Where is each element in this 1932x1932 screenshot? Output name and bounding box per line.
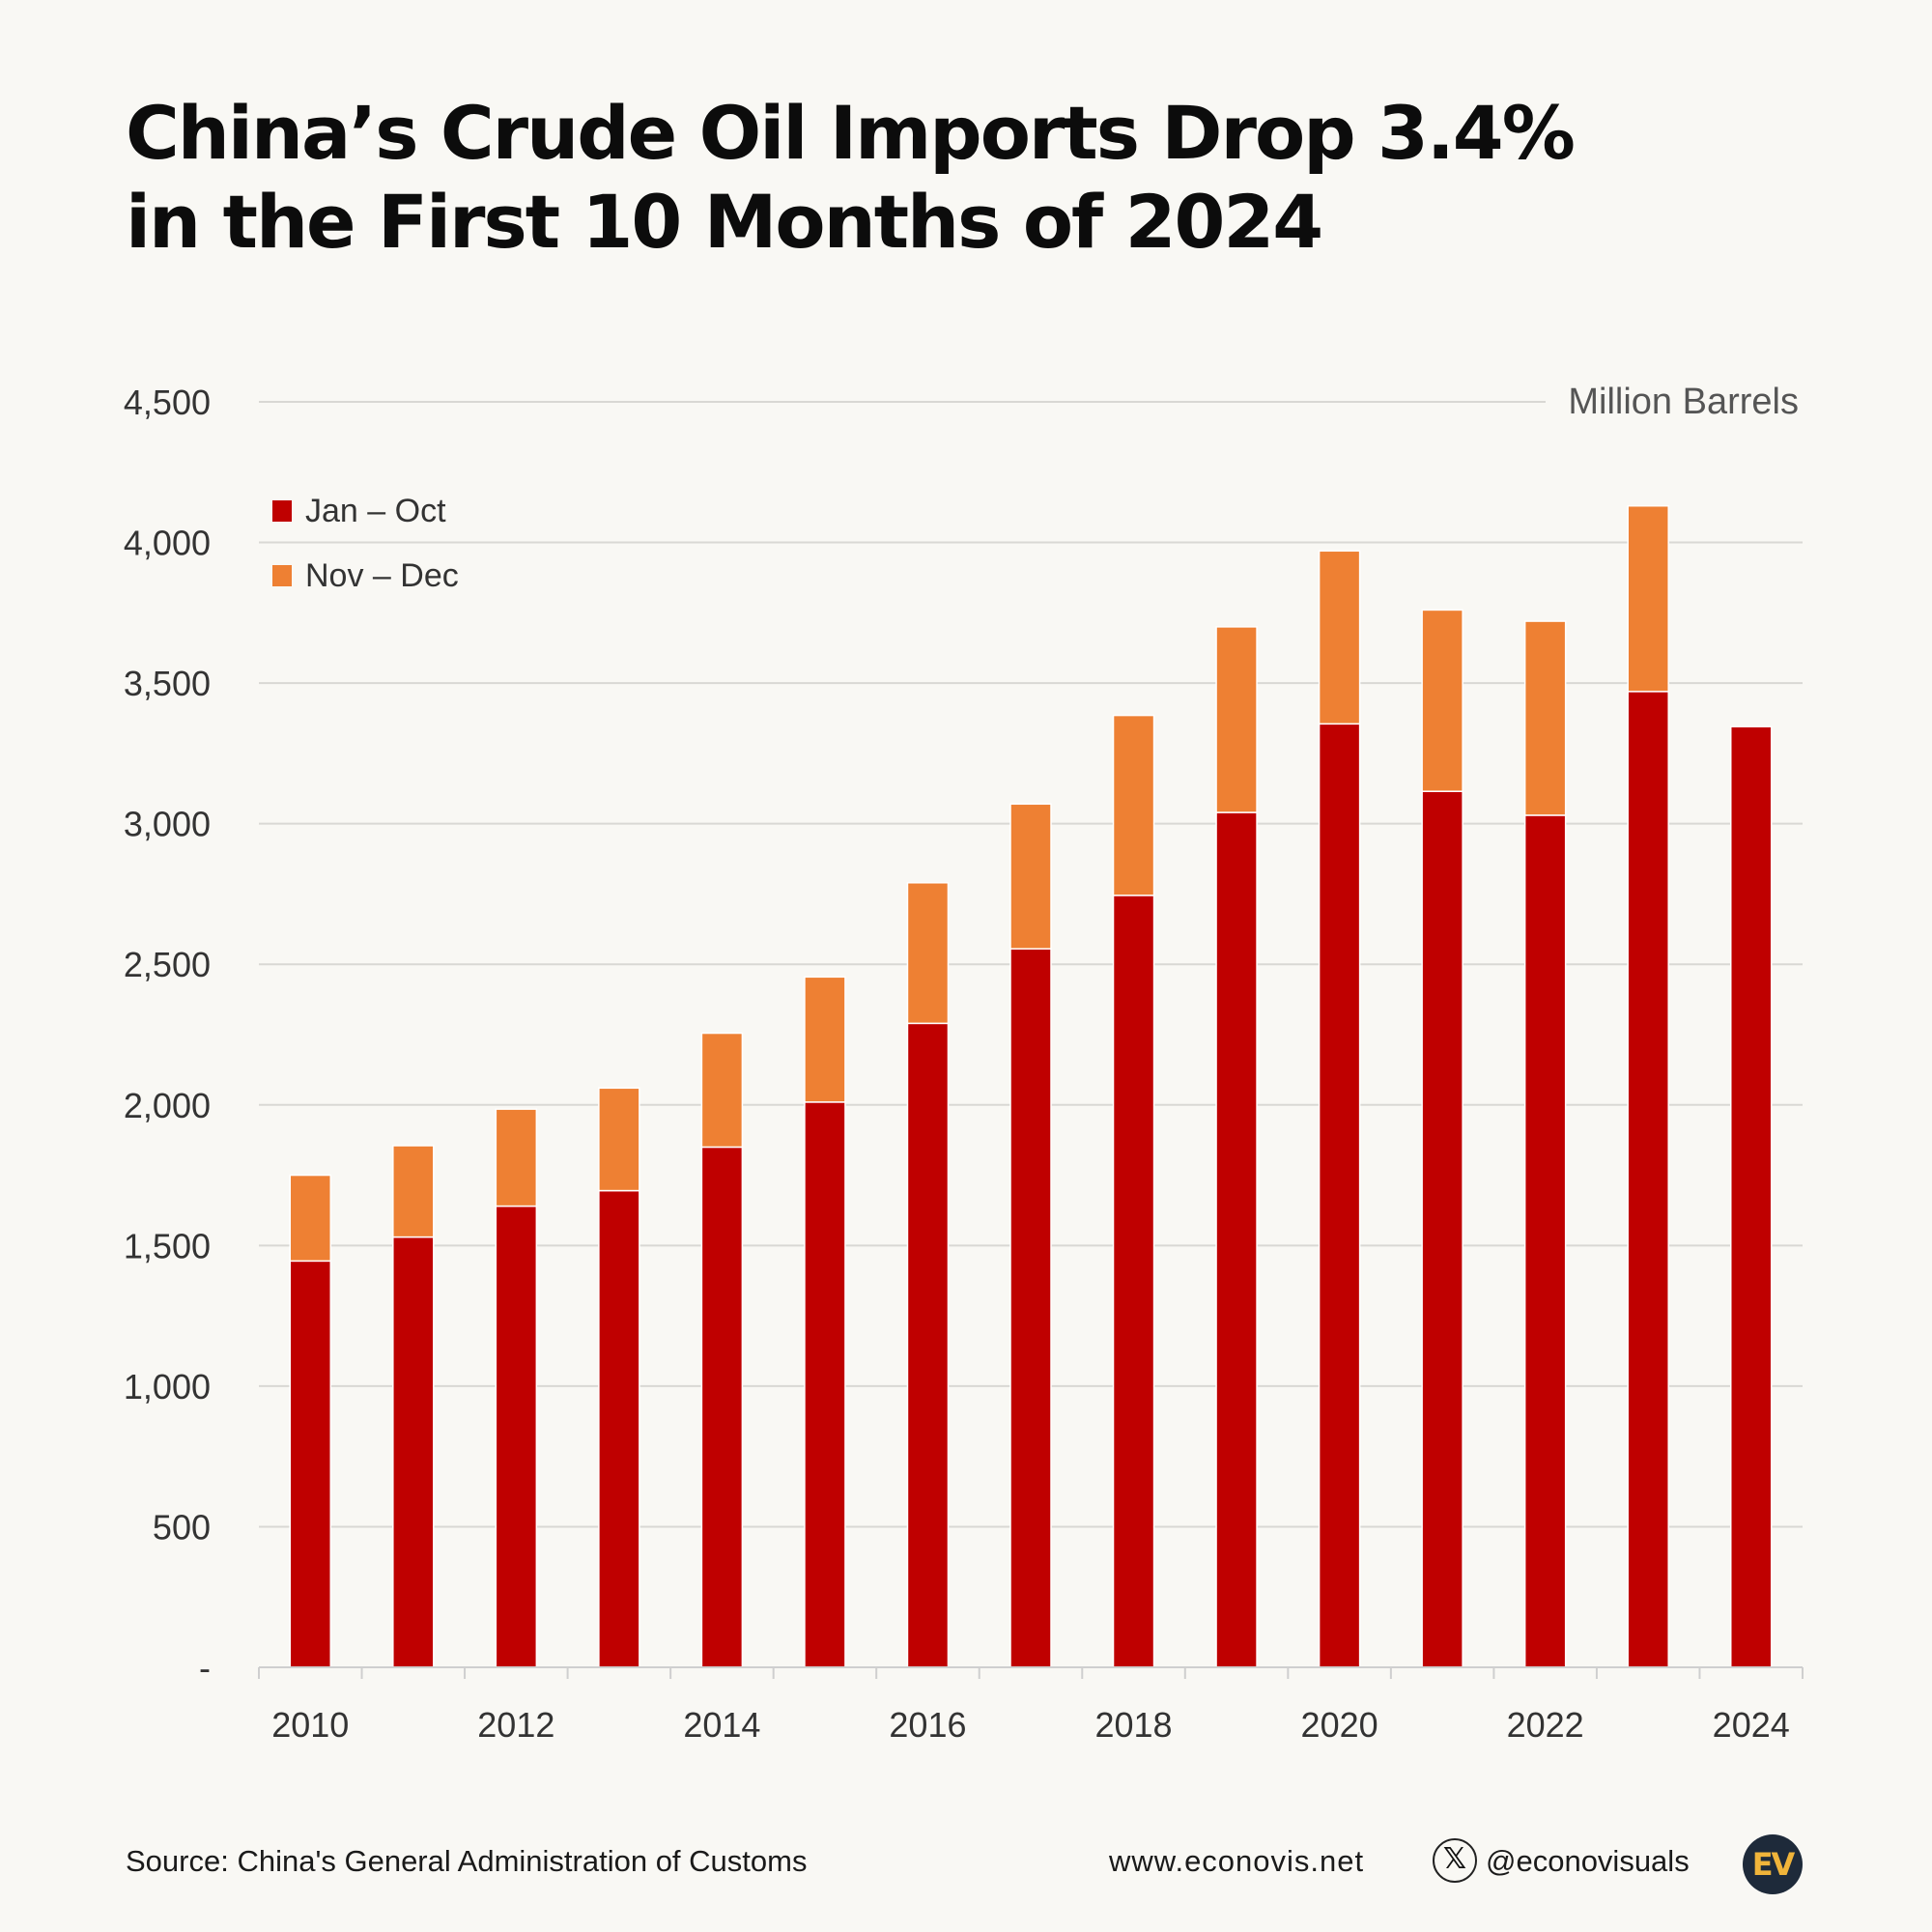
bar-jan-oct-2021: [1421, 790, 1463, 1668]
x-logo-icon: 𝕏: [1433, 1838, 1477, 1883]
bar-nov-dec-2014: [700, 1032, 744, 1149]
unit-label: Million Barrels: [1568, 382, 1799, 422]
bar-jan-oct-2015: [804, 1101, 846, 1668]
legend-label-jan-oct: Jan – Oct: [305, 493, 446, 529]
bar-jan-oct-2018: [1112, 895, 1155, 1668]
x-tick-label: 2016: [889, 1705, 966, 1745]
bars: [289, 504, 1773, 1668]
x-tick-label: 2022: [1507, 1705, 1584, 1745]
y-tick-label: 2,000: [124, 1086, 211, 1125]
legend-swatch-jan-oct: [272, 500, 292, 522]
bar-nov-dec-2017: [1009, 803, 1052, 950]
bar-nov-dec-2012: [495, 1108, 538, 1208]
chart-title-line-2: in the First 10 Months of 2024: [126, 179, 1323, 265]
bar-jan-oct-2024: [1729, 725, 1773, 1668]
bar-jan-oct-2011: [392, 1236, 435, 1668]
x-axis: 2010 2012 2014 2016 2018 2020 2022 2024: [258, 1666, 1804, 1745]
bar-jan-oct-2017: [1009, 948, 1052, 1668]
x-tick-label: 2024: [1713, 1705, 1790, 1745]
bar-nov-dec-2013: [598, 1087, 640, 1192]
y-tick-label: 3,000: [124, 805, 211, 844]
y-tick-label: 1,000: [124, 1367, 211, 1406]
bar-nov-dec-2023: [1627, 504, 1669, 693]
y-tick-label: 1,500: [124, 1226, 211, 1265]
bar-jan-oct-2014: [700, 1146, 744, 1668]
bar-jan-oct-2013: [598, 1189, 640, 1668]
bar-nov-dec-2021: [1421, 609, 1463, 792]
bar-jan-oct-2023: [1627, 691, 1669, 1668]
x-tick-label: 2014: [683, 1705, 760, 1745]
bar-nov-dec-2022: [1523, 620, 1567, 816]
bar-nov-dec-2016: [906, 882, 950, 1025]
chart-title-line-1: China’s Crude Oil Imports Drop 3.4%: [126, 90, 1576, 176]
x-tick-label: 2010: [271, 1705, 349, 1745]
x-tick-label: 2020: [1301, 1705, 1378, 1745]
legend-label-nov-dec: Nov – Dec: [305, 557, 459, 594]
bar-nov-dec-2010: [289, 1174, 332, 1263]
bar-nov-dec-2015: [804, 976, 846, 1103]
bar-jan-oct-2019: [1215, 811, 1258, 1668]
bar-jan-oct-2020: [1318, 723, 1361, 1668]
y-tick-label: 3,500: [124, 664, 211, 703]
website-link[interactable]: www.econovis.net: [1109, 1844, 1365, 1878]
bar-nov-dec-2020: [1318, 550, 1361, 725]
legend: Jan – Oct Nov – Dec: [272, 493, 459, 594]
legend-swatch-nov-dec: [272, 565, 292, 586]
y-tick-label: 4,500: [124, 383, 211, 422]
econovis-logo: EV: [1743, 1834, 1803, 1894]
bar-jan-oct-2016: [906, 1022, 950, 1668]
source-note: Source: China's General Administration o…: [126, 1844, 808, 1878]
bar-nov-dec-2018: [1112, 714, 1155, 896]
y-tick-label: -: [199, 1648, 211, 1688]
chart-title: China’s Crude Oil Imports Drop 3.4% in t…: [126, 89, 1671, 267]
bar-nov-dec-2011: [392, 1145, 435, 1238]
x-tick-label: 2018: [1094, 1705, 1172, 1745]
y-axis-tick-labels: - 500 1,000 1,500 2,000 2,500 3,000 3,500 4,000 4…: [124, 383, 211, 1688]
social-handle[interactable]: @econovisuals: [1486, 1844, 1690, 1878]
bar-jan-oct-2010: [289, 1260, 332, 1668]
x-tick-label: 2012: [477, 1705, 554, 1745]
y-tick-label: 4,000: [124, 524, 211, 563]
footer: Source: China's General Administration o…: [0, 1831, 1932, 1894]
bar-jan-oct-2022: [1523, 814, 1567, 1668]
y-tick-label: 500: [153, 1507, 211, 1547]
y-tick-label: 2,500: [124, 945, 211, 984]
bar-nov-dec-2019: [1215, 626, 1258, 813]
bar-jan-oct-2012: [495, 1205, 538, 1668]
